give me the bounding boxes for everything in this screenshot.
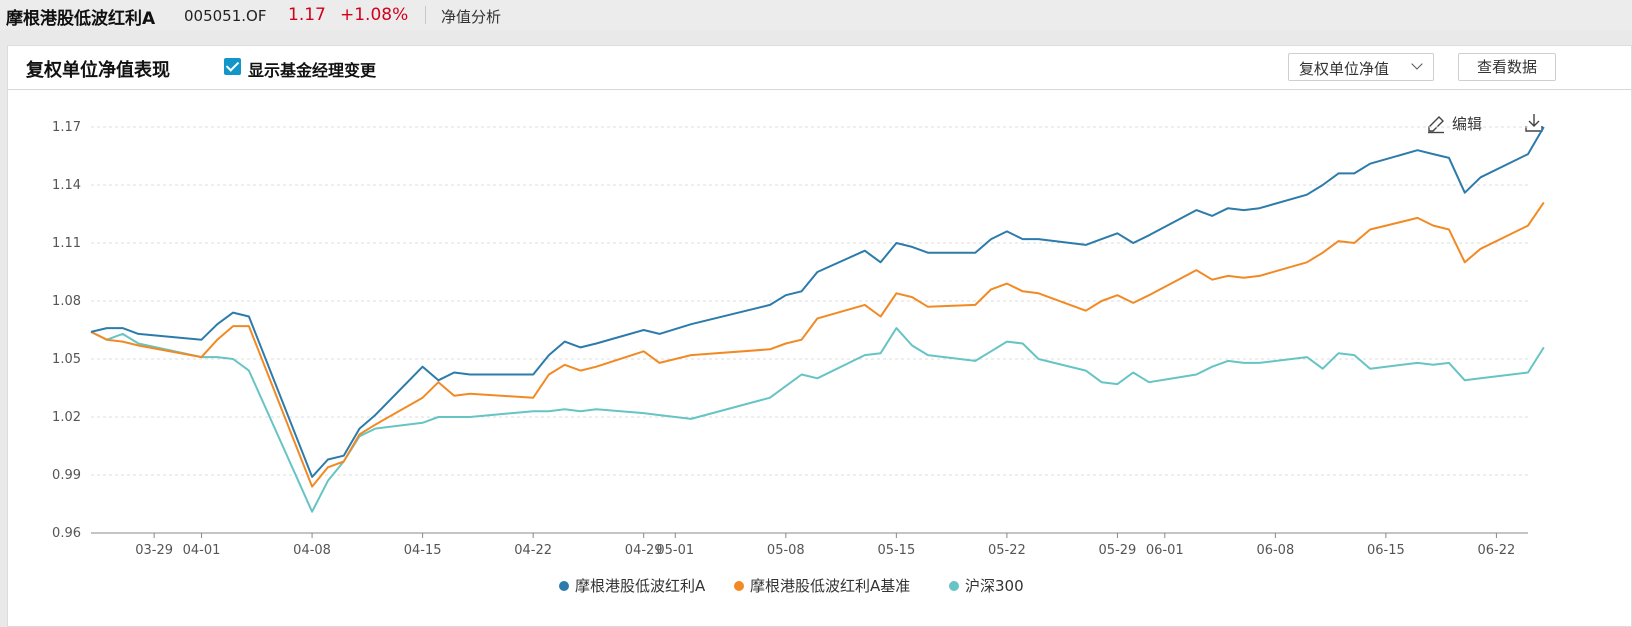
manager-change-checkbox[interactable]	[224, 58, 241, 75]
metric-select[interactable]: 复权单位净值	[1288, 53, 1434, 81]
fund-nav: 1.17	[288, 5, 326, 25]
x-tick-label: 05-08	[767, 543, 805, 558]
legend-marker-1	[734, 581, 744, 591]
y-tick-label: 1.05	[52, 352, 81, 367]
fund-code: 005051.OF	[184, 7, 267, 25]
x-tick-label: 06-22	[1478, 543, 1516, 558]
chart-panel: 复权单位净值表现 显示基金经理变更 复权单位净值 查看数据 编辑 0.96 0.9…	[7, 45, 1632, 627]
x-tick-label: 04-29	[625, 543, 663, 558]
series-line-0	[90, 126, 1545, 478]
x-tick-label: 06-15	[1367, 543, 1405, 558]
x-tick-label: 05-01	[656, 543, 694, 558]
chevron-down-icon	[1411, 58, 1423, 70]
x-tick-label: 05-29	[1099, 543, 1137, 558]
x-tick-label: 05-22	[988, 543, 1026, 558]
legend-label-2: 沪深300	[965, 577, 1024, 595]
tab-nav-analysis[interactable]: 净值分析	[441, 8, 502, 26]
y-tick-label: 0.96	[52, 526, 81, 541]
x-tick-label: 06-08	[1256, 543, 1294, 558]
x-tick-label: 04-22	[514, 543, 552, 558]
divider	[425, 6, 426, 24]
metric-select-value: 复权单位净值	[1299, 60, 1390, 78]
series-line-1	[90, 201, 1545, 488]
panel-title: 复权单位净值表现	[26, 60, 170, 81]
series-line-2	[90, 327, 1545, 513]
y-tick-label: 1.17	[52, 120, 81, 135]
manager-change-label[interactable]: 显示基金经理变更	[248, 61, 377, 80]
x-tick-label: 06-01	[1146, 543, 1184, 558]
edit-icon	[1428, 116, 1444, 134]
view-data-button[interactable]: 查看数据	[1458, 53, 1556, 81]
panel-header: 复权单位净值表现 显示基金经理变更 复权单位净值 查看数据	[8, 46, 1631, 90]
x-tick-label: 04-08	[293, 543, 331, 558]
legend-label-1: 摩根港股低波红利A基准	[750, 577, 910, 595]
edit-label: 编辑	[1452, 115, 1483, 133]
y-tick-label: 0.99	[52, 468, 81, 483]
y-tick-label: 1.02	[52, 410, 81, 425]
legend-marker-0	[559, 581, 569, 591]
y-tick-label: 1.08	[52, 294, 81, 309]
fund-name: 摩根港股低波红利A	[6, 9, 156, 29]
x-tick-label: 05-15	[877, 543, 915, 558]
fund-change: +1.08%	[340, 5, 409, 25]
nav-line-chart: 0.96 0.99 1.02 1.05 1.08 1.11 1.14 1.17 03-29 04-…	[52, 120, 1545, 595]
check-icon	[225, 58, 240, 72]
legend-label-0: 摩根港股低波红利A	[575, 577, 706, 595]
y-tick-label: 1.14	[52, 178, 81, 193]
x-tick-label: 03-29	[135, 543, 173, 558]
top-bar: 摩根港股低波红利A 005051.OF 1.17 +1.08% 净值分析	[0, 0, 1632, 30]
x-tick-label: 04-01	[183, 543, 221, 558]
y-tick-label: 1.11	[52, 236, 81, 251]
legend-marker-2	[949, 581, 959, 591]
x-tick-label: 04-15	[404, 543, 442, 558]
